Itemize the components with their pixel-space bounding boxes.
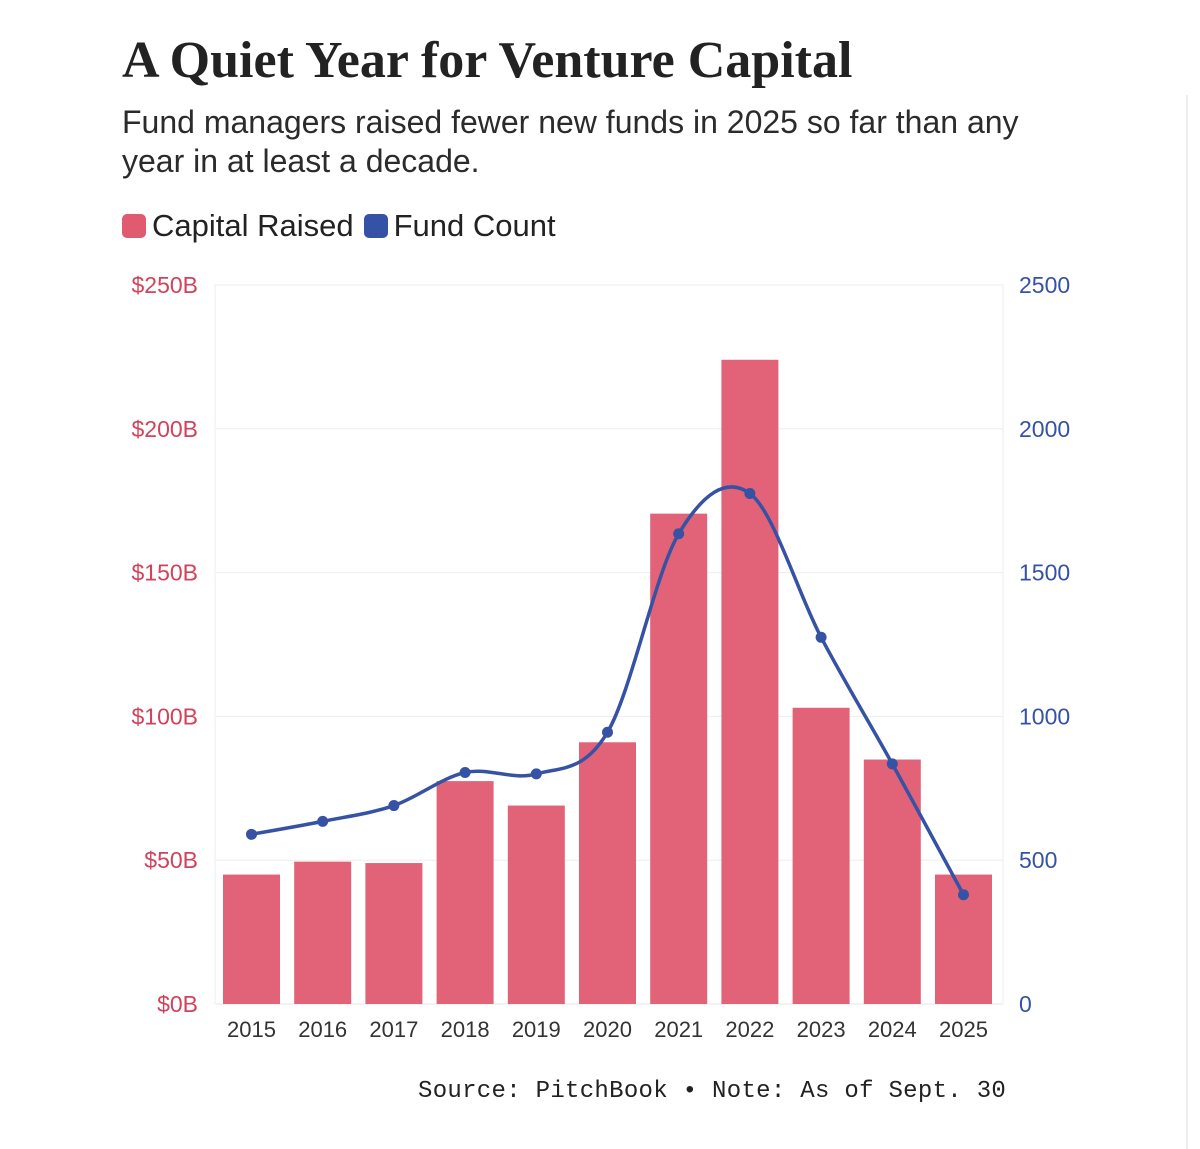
point-fund-count-2022 [744,488,756,500]
x-axis-tick-label-2021: 2021 [654,1017,703,1042]
legend-swatch-fund-count [363,214,388,238]
x-axis-tick-label-2017: 2017 [369,1017,418,1042]
point-fund-count-2019 [530,768,542,780]
left-axis-tick-label: $150B [131,560,198,586]
bar-capital-raised-2021 [650,513,708,1004]
legend-item-capital-raised: Capital Raised [122,208,354,244]
legend-item-fund-count: Fund Count [363,208,556,244]
point-fund-count-2021 [673,528,685,540]
x-axis-tick-label-2018: 2018 [441,1017,490,1042]
bar-capital-raised-2020 [579,742,636,1004]
point-fund-count-2024 [886,758,898,770]
chart-title: A Quiet Year for Venture Capital [122,32,853,89]
point-fund-count-2025 [958,889,969,901]
left-axis-tick-label: $0B [157,991,198,1017]
point-fund-count-2015 [246,828,257,840]
bar-capital-raised-2015 [223,874,280,1004]
bar-capital-raised-2016 [294,861,352,1004]
legend: Capital Raised Fund Count [122,206,566,246]
bar-capital-raised-2018 [436,781,494,1004]
right-axis-tick-label: 0 [1019,991,1032,1017]
left-axis-tick-label: $250B [131,272,198,298]
x-axis-tick-label-2022: 2022 [725,1017,774,1042]
right-axis-tick-label: 2500 [1019,272,1070,298]
x-axis-tick-label-2025: 2025 [939,1017,988,1042]
bar-capital-raised-2023 [792,707,850,1004]
legend-label-capital-raised: Capital Raised [152,208,354,243]
x-axis-tick-label-2019: 2019 [512,1017,561,1042]
x-axis-tick-label-2024: 2024 [868,1017,917,1042]
point-fund-count-2017 [388,800,400,812]
x-axis-tick-label-2015: 2015 [227,1017,276,1042]
left-axis-tick-label: $50B [144,847,198,873]
left-axis-tick-label: $100B [131,703,198,729]
point-fund-count-2016 [317,815,329,827]
legend-label-fund-count: Fund Count [393,208,556,243]
point-fund-count-2018 [459,766,471,778]
chart-subtitle: Fund managers raised fewer new funds in … [122,104,1019,179]
right-axis-tick-label: 2000 [1019,416,1070,442]
legend-swatch-capital-raised [122,214,146,238]
left-axis-tick-label: $200B [131,416,198,442]
bar-capital-raised-2019 [507,805,565,1004]
source-note: Source: PitchBook • Note: As of Sept. 30 [418,1078,1007,1105]
page-edge-divider [1186,95,1188,1149]
right-axis-tick-label: 1500 [1019,560,1070,586]
point-fund-count-2023 [815,631,827,643]
x-axis-tick-label-2023: 2023 [797,1017,846,1042]
x-axis-tick-label-2020: 2020 [583,1017,632,1042]
bar-capital-raised-2017 [365,863,423,1004]
right-axis-tick-label: 500 [1019,847,1057,873]
point-fund-count-2020 [602,726,613,738]
x-axis-tick-label-2016: 2016 [298,1017,347,1042]
bar-capital-raised-2024 [863,759,921,1004]
bar-capital-raised-2022 [721,359,779,1004]
right-axis-tick-label: 1000 [1019,703,1070,729]
